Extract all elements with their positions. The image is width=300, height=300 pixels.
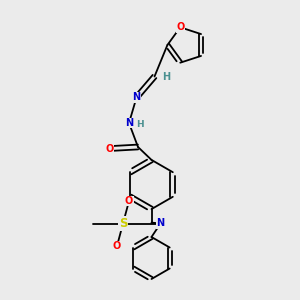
Text: S: S <box>119 217 127 230</box>
Text: N: N <box>156 218 165 229</box>
Text: N: N <box>132 92 141 103</box>
Text: H: H <box>162 71 170 82</box>
Text: O: O <box>125 196 133 206</box>
Text: H: H <box>136 120 144 129</box>
Text: N: N <box>125 118 133 128</box>
Text: O: O <box>105 143 114 154</box>
Text: O: O <box>113 241 121 251</box>
Text: O: O <box>176 22 184 32</box>
